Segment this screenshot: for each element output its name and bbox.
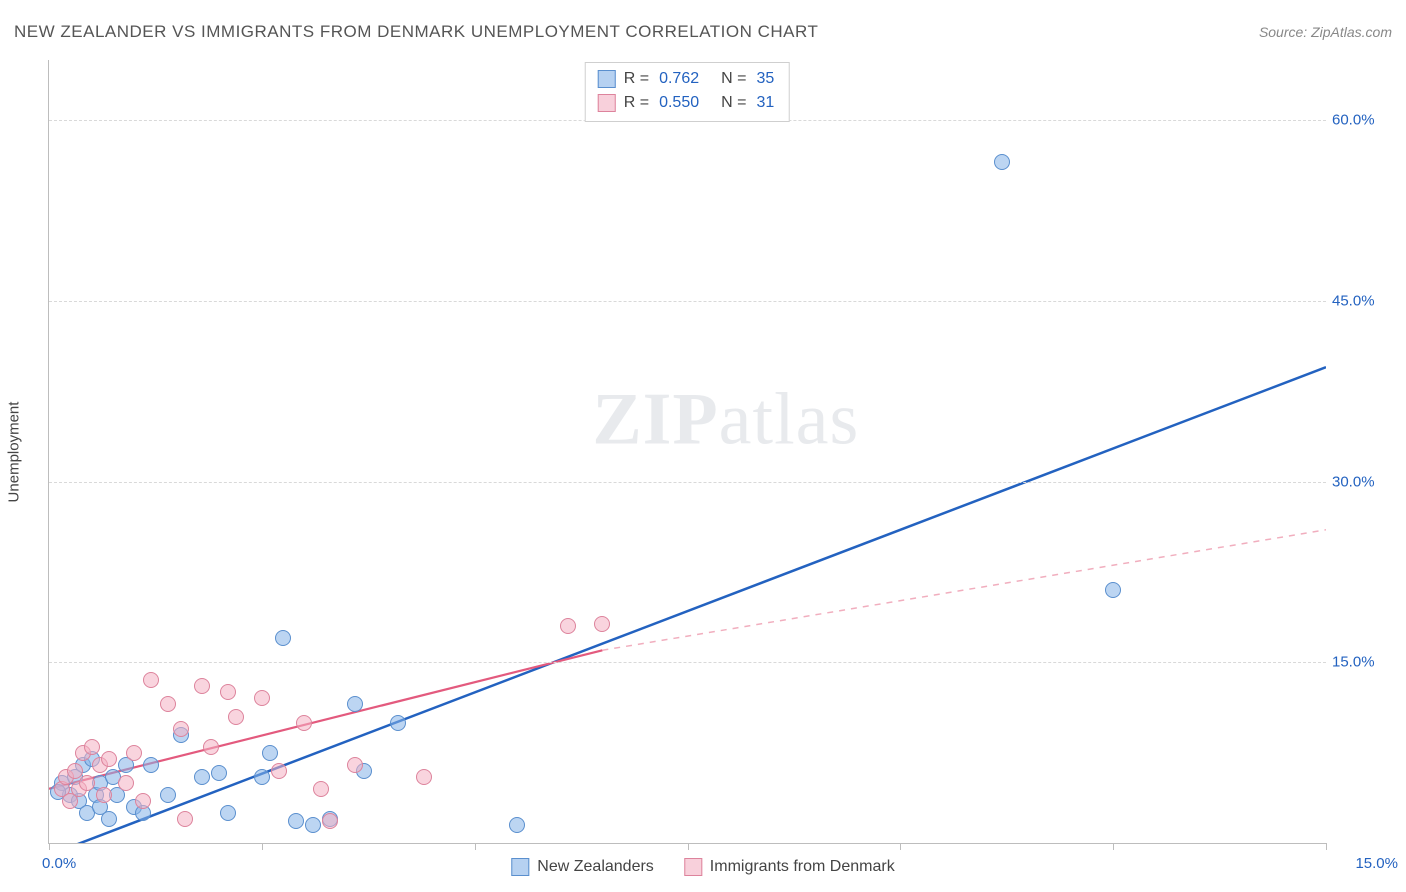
legend-swatch xyxy=(684,858,702,876)
x-tick xyxy=(49,843,50,850)
gridline xyxy=(49,662,1326,663)
r-value: 0.762 xyxy=(659,67,699,91)
data-point-s1 xyxy=(347,696,363,712)
r-label: R = xyxy=(624,91,649,115)
legend-swatch xyxy=(511,858,529,876)
x-tick xyxy=(262,843,263,850)
trend-line-extension-s2 xyxy=(602,530,1326,650)
x-tick xyxy=(1113,843,1114,850)
data-point-s2 xyxy=(416,769,432,785)
legend-item: New Zealanders xyxy=(511,858,654,876)
data-point-s2 xyxy=(322,813,338,829)
data-point-s1 xyxy=(101,811,117,827)
chart-title: NEW ZEALANDER VS IMMIGRANTS FROM DENMARK… xyxy=(14,22,818,42)
x-tick xyxy=(688,843,689,850)
data-point-s2 xyxy=(96,787,112,803)
legend-swatch xyxy=(598,94,616,112)
data-point-s2 xyxy=(135,793,151,809)
r-label: R = xyxy=(624,67,649,91)
data-point-s2 xyxy=(228,709,244,725)
legend-row: R = 0.550 N = 31 xyxy=(598,91,775,115)
n-value: 35 xyxy=(756,67,774,91)
data-point-s2 xyxy=(126,745,142,761)
data-point-s1 xyxy=(254,769,270,785)
x-tick xyxy=(900,843,901,850)
chart-area: Unemployment ZIPatlas 15.0%30.0%45.0%60.… xyxy=(48,60,1326,844)
legend-item: Immigrants from Denmark xyxy=(684,858,895,876)
data-point-s2 xyxy=(79,775,95,791)
data-point-s1 xyxy=(275,630,291,646)
n-label: N = xyxy=(721,67,746,91)
gridline xyxy=(49,482,1326,483)
data-point-s2 xyxy=(67,763,83,779)
watermark: ZIPatlas xyxy=(592,378,859,463)
y-tick-label: 45.0% xyxy=(1332,292,1392,309)
plot-region: ZIPatlas 15.0%30.0%45.0%60.0% xyxy=(48,60,1326,844)
data-point-s1 xyxy=(288,813,304,829)
legend-row: R = 0.762 N = 35 xyxy=(598,67,775,91)
data-point-s1 xyxy=(262,745,278,761)
data-point-s1 xyxy=(509,817,525,833)
legend-swatch xyxy=(598,70,616,88)
data-point-s2 xyxy=(194,678,210,694)
n-label: N = xyxy=(721,91,746,115)
data-point-s2 xyxy=(143,672,159,688)
chart-source: Source: ZipAtlas.com xyxy=(1259,24,1392,40)
data-point-s1 xyxy=(211,765,227,781)
data-point-s2 xyxy=(254,690,270,706)
data-point-s2 xyxy=(220,684,236,700)
data-point-s1 xyxy=(1105,582,1121,598)
data-point-s2 xyxy=(296,715,312,731)
y-tick-label: 15.0% xyxy=(1332,654,1392,671)
data-point-s1 xyxy=(194,769,210,785)
data-point-s2 xyxy=(160,696,176,712)
data-point-s1 xyxy=(305,817,321,833)
y-tick-label: 30.0% xyxy=(1332,473,1392,490)
correlation-legend: R = 0.762 N = 35 R = 0.550 N = 31 xyxy=(585,62,790,122)
data-point-s2 xyxy=(203,739,219,755)
data-point-s2 xyxy=(313,781,329,797)
legend-label: New Zealanders xyxy=(537,858,654,876)
data-point-s2 xyxy=(177,811,193,827)
data-point-s1 xyxy=(160,787,176,803)
data-point-s1 xyxy=(390,715,406,731)
r-value: 0.550 xyxy=(659,91,699,115)
data-point-s2 xyxy=(271,763,287,779)
data-point-s1 xyxy=(143,757,159,773)
legend-label: Immigrants from Denmark xyxy=(710,858,895,876)
data-point-s1 xyxy=(220,805,236,821)
x-tick xyxy=(475,843,476,850)
data-point-s2 xyxy=(594,616,610,632)
y-tick-label: 60.0% xyxy=(1332,112,1392,129)
x-axis-min-label: 0.0% xyxy=(42,855,76,872)
data-point-s2 xyxy=(101,751,117,767)
x-tick xyxy=(1326,843,1327,850)
y-axis-label: Unemployment xyxy=(6,402,23,503)
data-point-s2 xyxy=(560,618,576,634)
series-legend: New Zealanders Immigrants from Denmark xyxy=(511,858,894,876)
trend-line-s1 xyxy=(49,367,1326,843)
n-value: 31 xyxy=(756,91,774,115)
data-point-s2 xyxy=(84,739,100,755)
x-axis-max-label: 15.0% xyxy=(1355,855,1398,872)
data-point-s2 xyxy=(347,757,363,773)
trend-lines xyxy=(49,60,1326,843)
data-point-s1 xyxy=(994,154,1010,170)
data-point-s2 xyxy=(173,721,189,737)
data-point-s2 xyxy=(118,775,134,791)
gridline xyxy=(49,301,1326,302)
